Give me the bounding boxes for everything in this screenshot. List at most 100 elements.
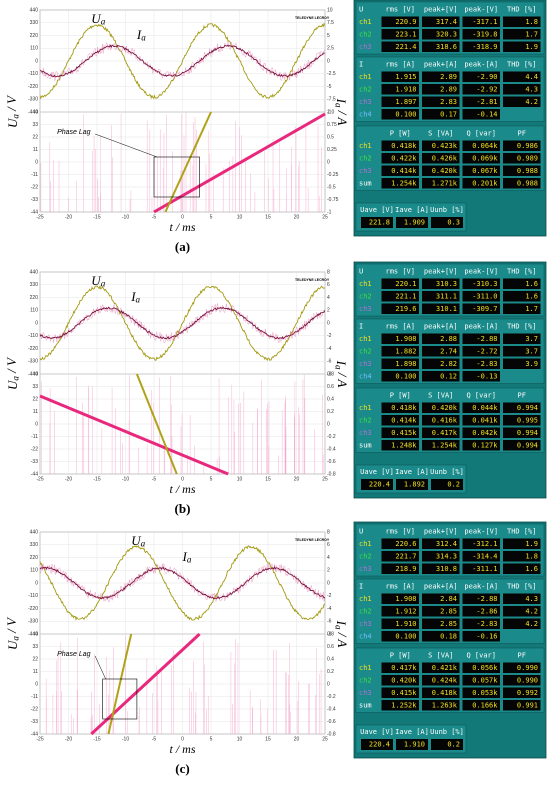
current-trace [39,394,229,476]
current-noise [39,562,325,603]
row-label: ch3 [359,305,372,313]
value-cell [503,291,541,302]
value-cell [381,402,419,413]
row-label: ch1 [359,664,372,672]
y-axis-label-left-symbol: U [5,117,20,128]
value: 310.1 [436,305,457,313]
value: 4.3 [525,85,538,93]
value-cell [381,551,419,562]
value-cell [381,291,419,302]
value: 1.882 [395,347,416,355]
panel: -25 -20 -15 -10 -5 0 5 10 15 20 254403302201100-11… [4,0,547,254]
y-tick-label: -330 [28,359,38,365]
table-header: Iave [A] [395,728,429,736]
phase-lag-box [153,156,200,198]
y-axis-label-right: Ia / A [333,98,350,126]
value-cell [381,618,419,629]
logo: TELEDYNE LECROY [295,16,330,20]
table-header: P [W] [390,129,411,137]
table-header: peak+[V] [424,527,458,535]
value-cell [462,563,500,574]
y-tick-label: 0.8 [327,371,334,377]
y-tick-label: -220 [28,84,38,90]
y-tick-label: -220 [28,346,38,352]
value: 0.100 [395,110,416,118]
x-axis-label: t / ms [169,220,195,234]
value-cell [503,551,541,562]
current-trace [153,112,326,214]
value-cell [503,71,541,82]
row-label: ch3 [359,429,372,437]
table-header: peak-[V] [464,527,498,535]
value-cell [396,739,428,750]
phase-lag-label: Phase Lag [57,651,91,658]
value: 2.85 [440,607,457,615]
value-cell [503,333,541,344]
value: 2.84 [440,595,457,603]
value-cell [381,415,419,426]
value: -318.9 [472,43,497,51]
y-axis-label-left: Ua / V [4,94,21,128]
voltage-curve-label-sub: a [141,539,146,549]
table-header: peak-[A] [464,322,498,330]
x-tick-label: -25 [36,736,43,742]
y-tick-label: -11 [31,694,38,700]
value-cell [503,178,541,189]
value: 0.986 [517,142,538,150]
x-tick-label: 10 [237,214,243,220]
value-cell [422,593,460,604]
row-label: ch2 [359,607,372,615]
table-header: peak-[A] [464,582,498,590]
value-cell [381,346,419,357]
row-label: sum [359,179,372,187]
value: 1.254k [391,179,417,187]
y-tick-label: 0 [327,421,330,427]
value-cell [503,700,541,711]
y-tick-label: 220 [30,295,39,301]
y-tick-label: -2 [327,593,332,599]
y-tick-label: 0.2 [327,669,334,675]
value: 0.201k [472,179,498,187]
value: -319.8 [472,30,497,38]
phase-lag-label: Phase Lag [57,129,91,136]
value: 0.414k [391,416,417,424]
value-cell [396,217,428,228]
value-cell [462,291,500,302]
value-cell [462,700,500,711]
value: 2.82 [440,360,457,368]
value-cell [503,618,541,629]
value-cell [462,402,500,413]
value: 1.6 [525,280,538,288]
value: 0.990 [517,664,538,672]
value: 314.3 [436,552,457,560]
x-tick-label: 20 [294,214,300,220]
y-tick-label: 0.75 [327,122,337,128]
row-label: ch1 [359,280,372,288]
value-cell [462,29,500,40]
current-waveform [39,306,326,340]
value: 223.1 [395,30,416,38]
row-label: ch2 [359,154,372,162]
y-tick-label: 4 [327,295,330,301]
value: 0.064k [472,142,498,150]
value: 3.7 [525,335,538,343]
phase-lag-arrow [94,655,106,680]
row-label: ch4 [359,110,372,118]
current-noise [39,303,325,344]
y-tick-label: 0.4 [327,396,334,402]
y-axis-label-left-sub: a [11,636,21,641]
value-cell [381,140,419,151]
value: -309.7 [472,305,497,313]
value-cell [462,333,500,344]
y-tick-label: -0.4 [327,446,336,452]
value: 0.041k [472,416,498,424]
logo: TELEDYNE LECROY [295,278,330,282]
y-axis-label-right-sub: a [333,365,343,370]
row-label: ch3 [359,98,372,106]
table-header: I [359,582,363,590]
y-tick-label: 0 [327,580,330,586]
row-label: ch4 [359,372,372,380]
value: -312.1 [472,540,497,548]
value: 1.915 [395,73,416,81]
value-cell [503,427,541,438]
